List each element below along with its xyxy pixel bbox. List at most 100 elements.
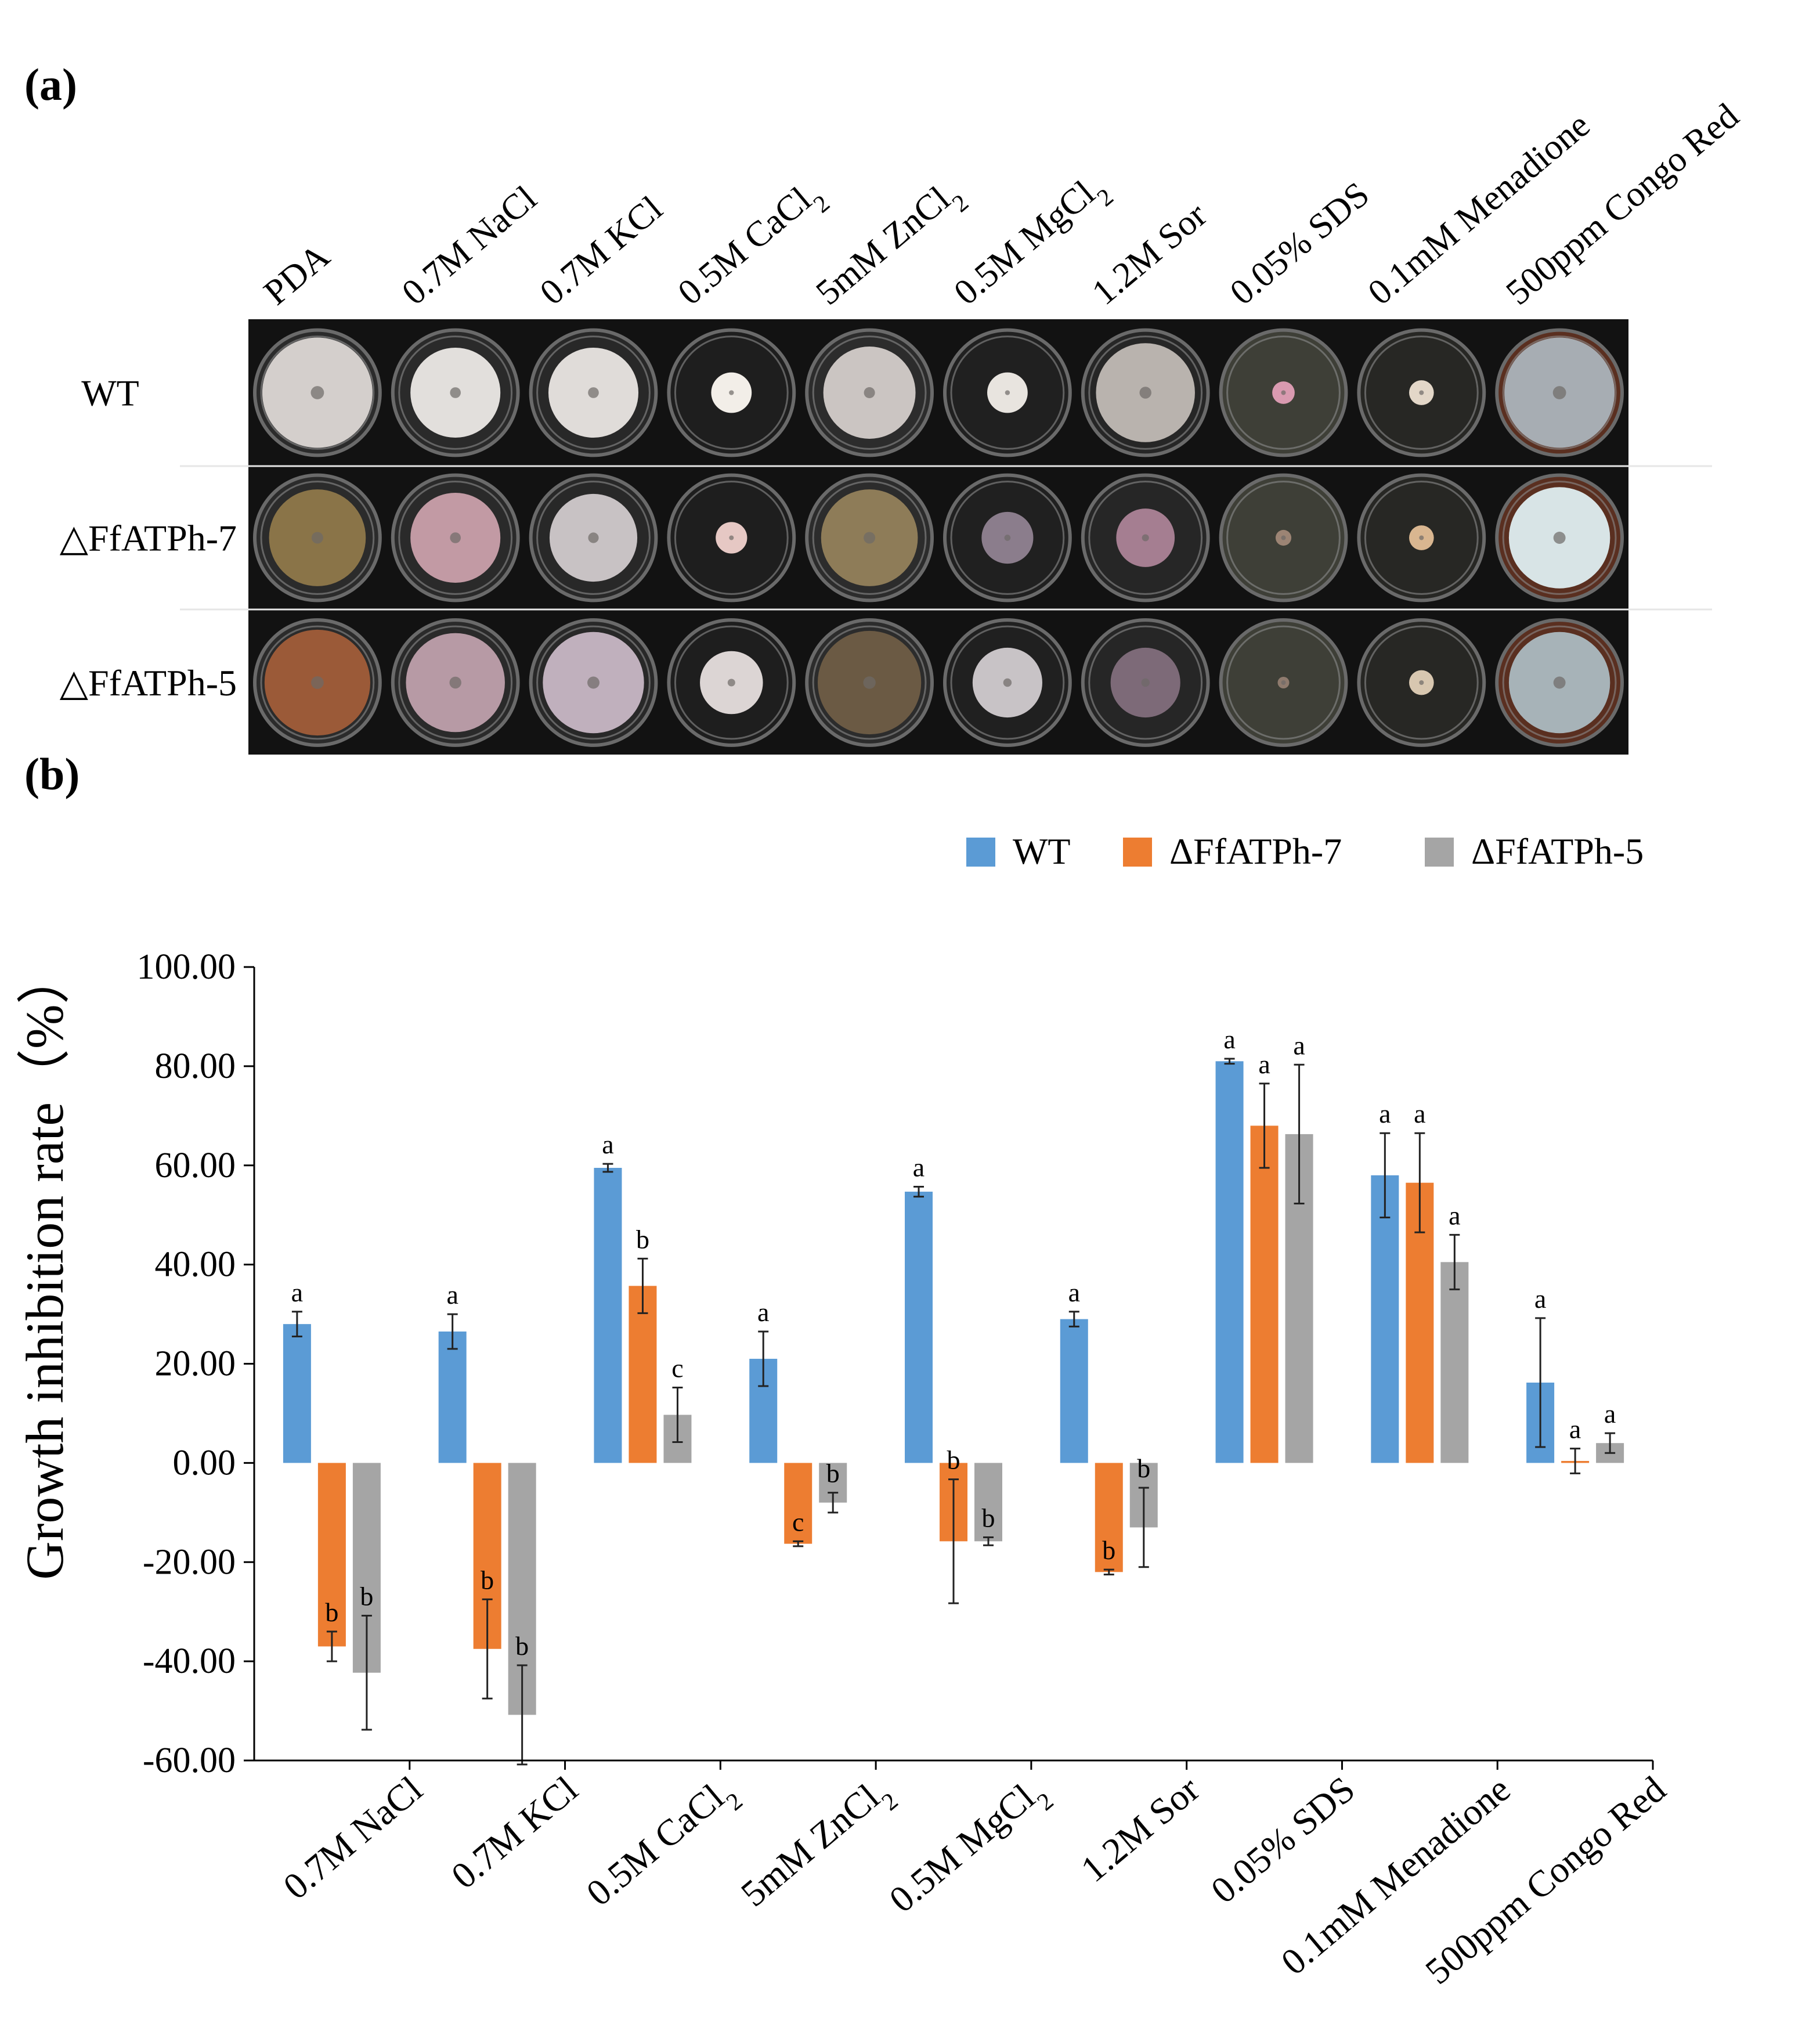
significance-letter: a xyxy=(1449,1200,1460,1230)
significance-letter: a xyxy=(1068,1278,1080,1307)
petri-plate xyxy=(1081,618,1210,747)
petri-plate xyxy=(529,473,658,602)
legend: WT ΔFfATPh-7 ΔFfATPh-5 xyxy=(966,831,1644,872)
petri-plate xyxy=(253,618,382,747)
strain-label: △FfATPh-7 xyxy=(60,518,237,559)
significance-letter: a xyxy=(1223,1024,1235,1054)
significance-letter: a xyxy=(1604,1399,1616,1428)
bar xyxy=(784,1463,813,1544)
petri-plate xyxy=(529,618,658,747)
x-category-label: 5mM ZnCl2 xyxy=(733,1768,903,1922)
petri-plate xyxy=(1081,328,1210,457)
petri-plate xyxy=(805,328,934,457)
y-axis-ticks: 100.00 80.00 60.00 40.00 20.00 0.00 -20.00 -40.… xyxy=(137,947,254,1780)
petri-plate xyxy=(1357,473,1486,602)
panel-b-label: (b) xyxy=(24,755,80,799)
bar xyxy=(594,1168,622,1463)
y-tick-label: 100.00 xyxy=(137,947,236,987)
significance-letter: a xyxy=(1534,1284,1546,1314)
significance-letter: b xyxy=(325,1597,338,1627)
petri-plate xyxy=(529,328,658,457)
significance-letter: b xyxy=(481,1565,494,1594)
bar xyxy=(1095,1463,1123,1572)
x-category-label: 0.7M KCl xyxy=(443,1768,585,1896)
significance-letter: b xyxy=(826,1459,840,1488)
significance-letter: a xyxy=(291,1278,303,1307)
panel-b-chart: (b) Growth inhibition rate（%） WT ΔFfATPh-… xyxy=(15,755,1673,1992)
bar xyxy=(905,1192,933,1463)
condition-label: 0.7M NaCl xyxy=(395,178,544,312)
y-tick-label: 40.00 xyxy=(155,1245,236,1285)
bar xyxy=(1440,1262,1469,1463)
legend-label: ΔFfATPh-5 xyxy=(1471,831,1644,872)
petri-plate xyxy=(253,328,382,457)
legend-swatch xyxy=(1425,838,1454,867)
condition-label: 0.05% SDS xyxy=(1223,175,1377,313)
bar xyxy=(629,1286,657,1463)
significance-letter: a xyxy=(1379,1099,1391,1128)
petri-plate xyxy=(943,618,1072,747)
bar xyxy=(1371,1175,1399,1463)
petri-plate xyxy=(943,328,1072,457)
significance-letter: b xyxy=(515,1631,529,1661)
legend-label: ΔFfATPh-7 xyxy=(1169,831,1342,872)
petri-plate xyxy=(667,618,796,747)
significance-letter: b xyxy=(1102,1535,1115,1565)
petri-plate xyxy=(391,328,520,457)
y-tick-label: -20.00 xyxy=(143,1542,236,1582)
significance-letter: b xyxy=(982,1503,995,1533)
petri-plate xyxy=(1219,473,1348,602)
condition-label: PDA xyxy=(257,236,337,313)
strain-label: △FfATPh-5 xyxy=(60,662,237,703)
condition-label: 5mM ZnCl2 xyxy=(808,171,973,321)
strain-label: WT xyxy=(81,373,139,414)
petri-plate xyxy=(805,618,934,747)
significance-letter: a xyxy=(1414,1099,1425,1128)
x-category-label: 0.5M MgCl2 xyxy=(882,1768,1059,1929)
petri-plate xyxy=(391,473,520,602)
condition-label: 1.2M Sor xyxy=(1085,195,1214,313)
bar xyxy=(1215,1061,1244,1463)
bars xyxy=(283,1061,1624,1715)
significance-letter: a xyxy=(1293,1030,1305,1060)
significance-letter: a xyxy=(1569,1415,1581,1444)
petri-plate xyxy=(1495,328,1624,457)
y-tick-label: 80.00 xyxy=(155,1047,236,1086)
error-bars xyxy=(291,1058,1616,1766)
petri-plate xyxy=(1219,618,1348,747)
petri-plate xyxy=(667,473,796,602)
significance-letter: b xyxy=(1137,1453,1150,1483)
petri-plate xyxy=(1495,473,1624,602)
significance-letter: a xyxy=(446,1280,458,1309)
panel-a-label: (a) xyxy=(24,59,77,110)
petri-plate xyxy=(391,618,520,747)
bar xyxy=(317,1463,346,1647)
petri-plate xyxy=(805,473,934,602)
significance-letter: b xyxy=(360,1582,373,1611)
petri-plate xyxy=(1219,328,1348,457)
petri-plate xyxy=(943,473,1072,602)
y-tick-label: -40.00 xyxy=(143,1641,236,1681)
y-tick-label: -60.00 xyxy=(143,1741,236,1780)
condition-label: 500ppm Congo Red xyxy=(1498,96,1746,313)
y-tick-label: 0.00 xyxy=(173,1443,236,1482)
petri-plate xyxy=(1357,328,1486,457)
condition-label: 0.5M MgCl2 xyxy=(947,165,1118,321)
condition-label: 0.7M KCl xyxy=(533,189,670,313)
bar xyxy=(1250,1125,1279,1463)
bar xyxy=(283,1324,311,1463)
y-tick-label: 20.00 xyxy=(155,1344,236,1384)
axes xyxy=(253,967,1654,1770)
petri-plate xyxy=(1357,618,1486,747)
strain-labels: WT △FfATPh-7 △FfATPh-5 xyxy=(60,373,237,704)
petri-plate xyxy=(1081,473,1210,602)
petri-plate xyxy=(253,473,382,602)
significance-letter: b xyxy=(636,1224,649,1254)
petri-plate xyxy=(1495,618,1624,747)
condition-label: 0.5M CaCl2 xyxy=(671,172,835,321)
significance-letter: a xyxy=(913,1152,925,1182)
